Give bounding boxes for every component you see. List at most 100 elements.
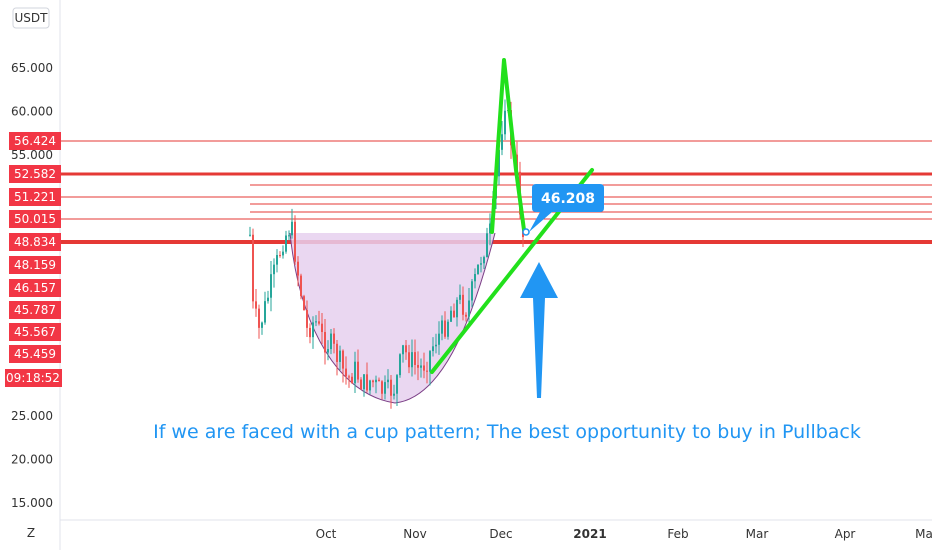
countdown-tag (5, 369, 62, 387)
price-tag-label: 45.459 (14, 347, 56, 361)
candle-body (399, 354, 401, 376)
candle-body (339, 350, 341, 362)
candle-body (474, 274, 476, 282)
candle-body (477, 264, 479, 275)
price-tag-label: 45.787 (14, 303, 56, 317)
candle-body (456, 299, 458, 318)
price-tag-label: 45.567 (14, 325, 56, 339)
candle-body (411, 352, 413, 368)
price-tag (9, 132, 61, 150)
price-tag (9, 233, 61, 251)
candle-body (462, 294, 464, 315)
price-tag (9, 256, 61, 274)
price-tag-label: 56.424 (14, 134, 56, 148)
candle-body (498, 149, 500, 177)
candle-body (294, 221, 296, 262)
candle-body (489, 223, 491, 234)
callout-label: 46.208 (541, 191, 595, 207)
currency-badge[interactable] (12, 7, 50, 29)
candle-body (282, 251, 284, 256)
up-arrow (520, 262, 558, 398)
price-tag (9, 165, 61, 183)
y-tick-label: 65.000 (11, 61, 53, 75)
candle-body (438, 333, 440, 345)
candle-body (285, 235, 287, 252)
price-tag-label: 51.221 (14, 190, 56, 204)
zoom-button[interactable] (20, 522, 42, 542)
candle-body (402, 345, 404, 355)
candle-body (327, 349, 329, 353)
candle-body (429, 351, 431, 372)
candles (249, 99, 524, 409)
candle-body (393, 393, 395, 396)
x-tick-label: 2021 (573, 527, 606, 541)
candle-body (408, 352, 410, 368)
y-tick-label: 15.000 (11, 496, 53, 510)
candle-body (360, 379, 362, 390)
candle-body (366, 374, 368, 391)
price-tag-label: 48.159 (14, 258, 56, 272)
price-tag (9, 301, 61, 319)
cup-fill (290, 233, 495, 403)
candle-body (297, 261, 299, 276)
candle-body (471, 281, 473, 301)
price-tag-label: 46.157 (14, 281, 56, 295)
y-tick-label: 25.000 (11, 409, 53, 423)
callout-46208: 46.208 (522, 184, 604, 236)
candle-body (381, 381, 383, 394)
candle-body (435, 344, 437, 347)
currency-label: USDT (15, 11, 49, 25)
candle-body (444, 320, 446, 337)
price-tag (9, 345, 61, 363)
annotation-text: If we are faced with a cup pattern; The … (153, 421, 861, 443)
candle-body (441, 320, 443, 334)
candle-body (450, 310, 452, 322)
candle-body (261, 322, 263, 328)
candle-body (318, 321, 320, 324)
candle-body (447, 321, 449, 337)
countdown-label: 09:18:52 (6, 371, 60, 385)
candle-body (396, 375, 398, 394)
candle-body (324, 331, 326, 353)
candle-body (345, 368, 347, 377)
price-axis[interactable]: 65.000 60.000 55.000 25.000 20.000 15.000 (11, 61, 53, 510)
candle-body (432, 346, 434, 352)
candle-body (417, 364, 419, 368)
candle-body (249, 234, 251, 236)
candle-body (423, 365, 425, 371)
candle-body (483, 257, 485, 264)
candle-body (342, 350, 344, 369)
candle-body (468, 300, 470, 317)
price-tags: 56.424 52.582 51.221 50.015 48.834 48.159 46.1… (5, 132, 62, 387)
candle-body (255, 301, 257, 309)
callout-anchor (522, 228, 530, 236)
price-tag-label: 52.582 (14, 167, 56, 181)
candle-body (357, 361, 359, 380)
price-tag (9, 323, 61, 341)
x-tick-label: Oct (316, 527, 337, 541)
candle-body (378, 379, 380, 382)
candle-body (252, 234, 254, 302)
candle-body (348, 376, 350, 378)
x-tick-label: Dec (489, 527, 512, 541)
candle-body (300, 275, 302, 297)
candle-body (264, 301, 266, 323)
candle-body (312, 322, 314, 338)
candle-body (291, 221, 293, 236)
candle-body (270, 274, 272, 298)
price-tag-label: 48.834 (14, 235, 56, 249)
candle-body (375, 379, 377, 383)
y-tick-label: 60.000 (11, 105, 53, 119)
candle-body (414, 352, 416, 365)
candle-body (504, 110, 506, 135)
candle-body (372, 380, 374, 383)
time-axis[interactable]: Oct Nov Dec 2021 Feb Mar Apr Ma (316, 527, 932, 541)
candle-body (303, 296, 305, 311)
candle-body (486, 233, 488, 258)
candle-body (276, 255, 278, 265)
spike-line (490, 58, 526, 234)
y-tick-label: 55.000 (11, 148, 53, 162)
candle-body (330, 333, 332, 350)
y-tick-label: 20.000 (11, 453, 53, 467)
